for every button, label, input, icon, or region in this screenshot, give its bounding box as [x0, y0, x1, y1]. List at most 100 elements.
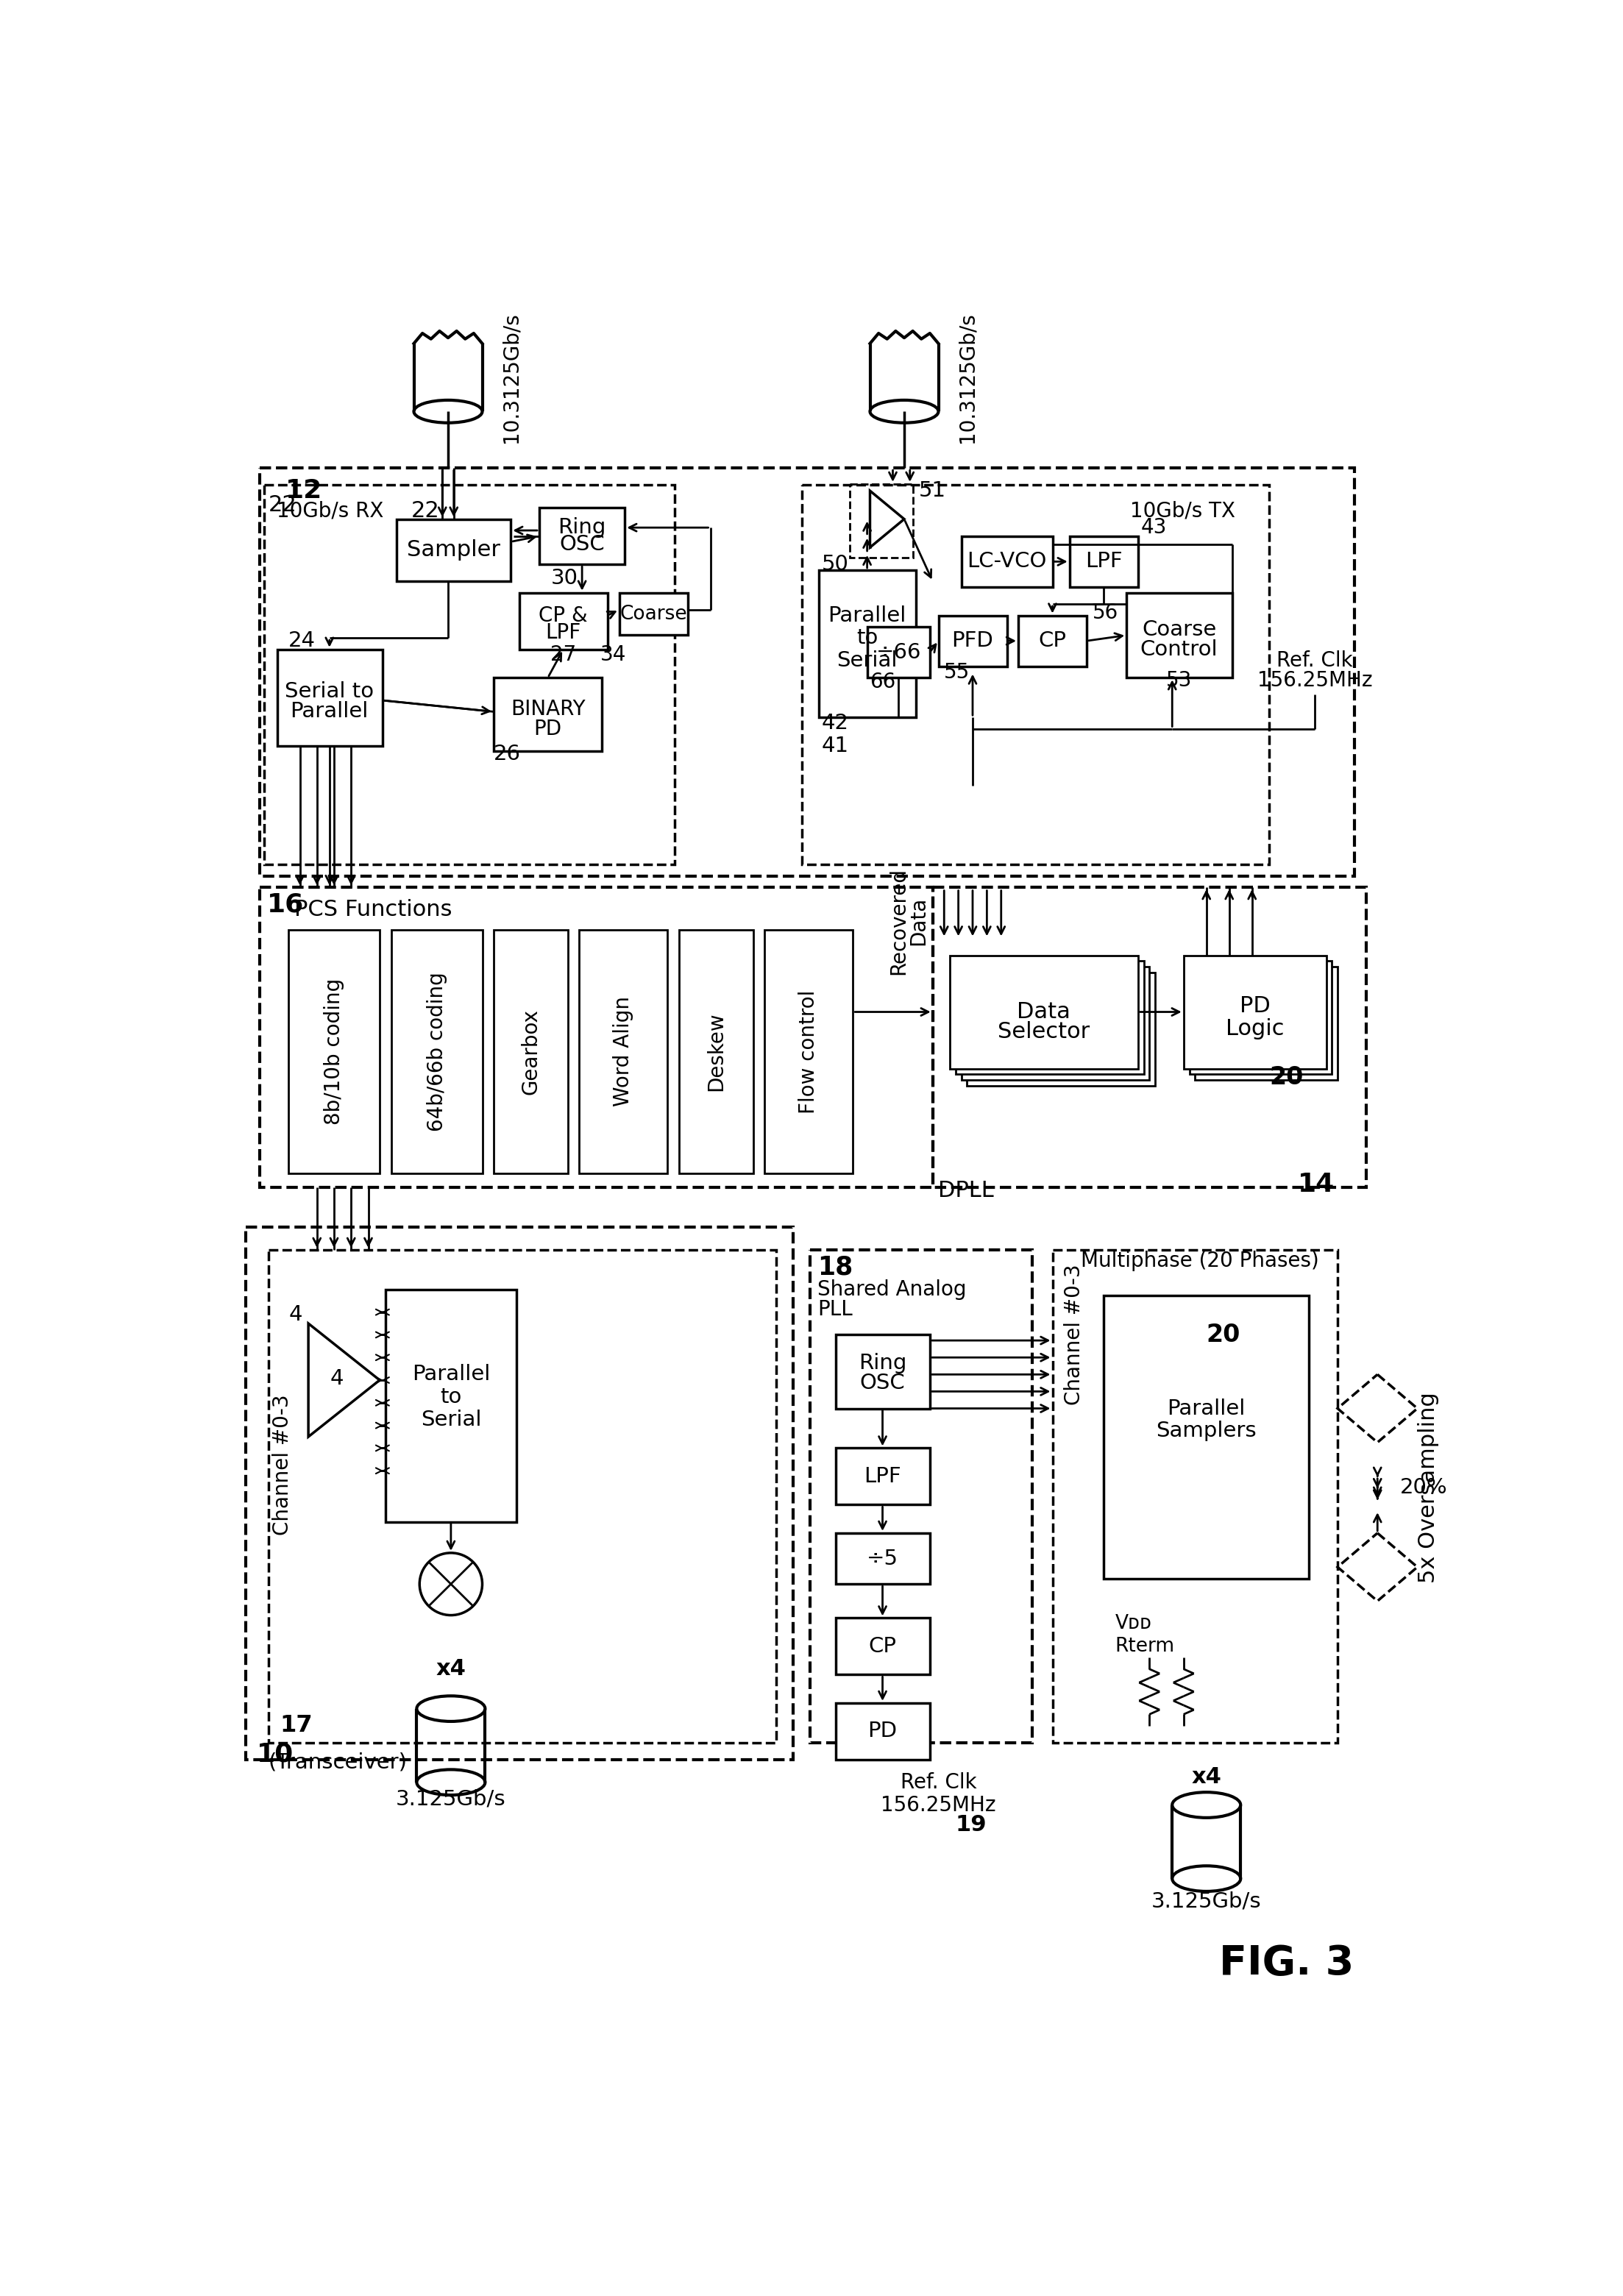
- Bar: [967, 971, 1156, 1086]
- Text: CP &: CP &: [539, 606, 588, 627]
- Text: Data: Data: [1018, 1001, 1071, 1022]
- Text: ÷66: ÷66: [876, 643, 922, 664]
- Text: 42: 42: [821, 712, 849, 732]
- Text: Samplers: Samplers: [1156, 1421, 1256, 1442]
- Text: 156.25MHz: 156.25MHz: [1258, 670, 1373, 691]
- Bar: [678, 930, 753, 1173]
- Bar: [1190, 962, 1332, 1075]
- Text: PD: PD: [1240, 996, 1271, 1017]
- Text: Channel #0-3: Channel #0-3: [273, 1394, 294, 1536]
- Text: DPLL: DPLL: [938, 1180, 995, 1201]
- Text: Shared Analog: Shared Analog: [818, 1279, 967, 1300]
- Text: Serial to: Serial to: [286, 682, 373, 703]
- Bar: [278, 650, 383, 746]
- Text: 16: 16: [266, 891, 304, 916]
- Bar: [867, 627, 930, 677]
- Text: 3.125Gb/s: 3.125Gb/s: [1151, 1892, 1261, 1913]
- Text: Serial: Serial: [420, 1410, 482, 1430]
- Text: LPF: LPF: [545, 622, 581, 643]
- Bar: [391, 930, 482, 1173]
- Bar: [764, 930, 852, 1173]
- Text: Ring: Ring: [859, 1352, 907, 1373]
- Text: 5x Oversampling: 5x Oversampling: [1419, 1391, 1440, 1584]
- Text: 41: 41: [821, 735, 849, 755]
- Bar: [539, 507, 625, 565]
- Text: 4: 4: [329, 1368, 344, 1389]
- Text: Ref. Clk: Ref. Clk: [901, 1773, 977, 1793]
- Text: PFD: PFD: [951, 631, 993, 652]
- Bar: [268, 1249, 776, 1743]
- Bar: [949, 955, 1138, 1068]
- Bar: [1052, 1249, 1337, 1743]
- Text: Parallel: Parallel: [291, 700, 368, 721]
- Text: Multiphase (20 Phases): Multiphase (20 Phases): [1081, 1251, 1319, 1272]
- Bar: [385, 1290, 516, 1522]
- Text: 10Gb/s RX: 10Gb/s RX: [278, 501, 385, 521]
- Text: 14: 14: [1298, 1173, 1334, 1196]
- Text: LPF: LPF: [863, 1467, 901, 1488]
- Text: 3.125Gb/s: 3.125Gb/s: [396, 1789, 506, 1809]
- Text: x4: x4: [1191, 1766, 1222, 1786]
- Text: Channel #0-3: Channel #0-3: [1063, 1265, 1084, 1405]
- Bar: [956, 962, 1144, 1075]
- Text: PD: PD: [868, 1722, 898, 1743]
- Text: PD: PD: [534, 719, 562, 739]
- Text: 19: 19: [956, 1814, 987, 1835]
- Bar: [938, 615, 1006, 666]
- Bar: [1183, 955, 1326, 1068]
- Text: 64b/66b coding: 64b/66b coding: [427, 971, 446, 1132]
- Bar: [493, 677, 602, 751]
- Text: 20: 20: [1206, 1322, 1240, 1348]
- Bar: [579, 930, 667, 1173]
- Text: 4: 4: [289, 1304, 302, 1325]
- Text: 34: 34: [601, 645, 626, 666]
- Text: CP: CP: [1039, 631, 1066, 652]
- Text: Parallel: Parallel: [412, 1364, 490, 1384]
- Bar: [519, 592, 607, 650]
- Text: (Transceiver): (Transceiver): [268, 1752, 407, 1773]
- Bar: [836, 1334, 930, 1407]
- Text: to: to: [440, 1387, 461, 1407]
- Text: Control: Control: [1141, 638, 1217, 659]
- Text: ÷5: ÷5: [867, 1548, 899, 1568]
- Text: 12: 12: [286, 478, 323, 503]
- Text: Coarse: Coarse: [620, 604, 687, 625]
- Text: Selector: Selector: [998, 1022, 1091, 1042]
- Text: 55: 55: [945, 661, 971, 682]
- Text: Serial: Serial: [837, 650, 898, 670]
- Bar: [802, 484, 1269, 866]
- Text: 22: 22: [268, 494, 297, 517]
- Text: Ref. Clk: Ref. Clk: [1277, 650, 1354, 670]
- Text: Word Align: Word Align: [613, 996, 633, 1107]
- Text: 43: 43: [1141, 517, 1167, 537]
- Text: 26: 26: [493, 744, 521, 765]
- Text: 30: 30: [550, 569, 578, 588]
- Text: FIG. 3: FIG. 3: [1219, 1945, 1354, 1984]
- Bar: [850, 484, 912, 558]
- Bar: [493, 930, 568, 1173]
- Bar: [1018, 615, 1087, 666]
- Text: to: to: [857, 627, 878, 647]
- Text: 20%: 20%: [1401, 1476, 1448, 1497]
- Text: 10: 10: [256, 1740, 294, 1766]
- Text: LC-VCO: LC-VCO: [967, 551, 1047, 572]
- Bar: [289, 930, 380, 1173]
- Text: Sampler: Sampler: [407, 540, 500, 560]
- Bar: [1195, 967, 1337, 1079]
- Text: Coarse: Coarse: [1143, 620, 1216, 641]
- Bar: [961, 967, 1149, 1079]
- Text: 17: 17: [279, 1715, 313, 1738]
- Text: BINARY: BINARY: [511, 698, 586, 719]
- Text: 27: 27: [550, 645, 576, 666]
- Text: Logic: Logic: [1225, 1017, 1284, 1040]
- Text: Recovered: Recovered: [888, 868, 909, 976]
- Text: LPF: LPF: [1086, 551, 1123, 572]
- Text: OSC: OSC: [560, 535, 605, 556]
- Bar: [1126, 592, 1232, 677]
- Text: 56: 56: [1092, 602, 1118, 622]
- Text: 20: 20: [1269, 1065, 1303, 1088]
- Text: Deskew: Deskew: [706, 1013, 727, 1091]
- Bar: [961, 535, 1052, 588]
- Bar: [260, 468, 1355, 877]
- Text: Ring: Ring: [558, 517, 605, 537]
